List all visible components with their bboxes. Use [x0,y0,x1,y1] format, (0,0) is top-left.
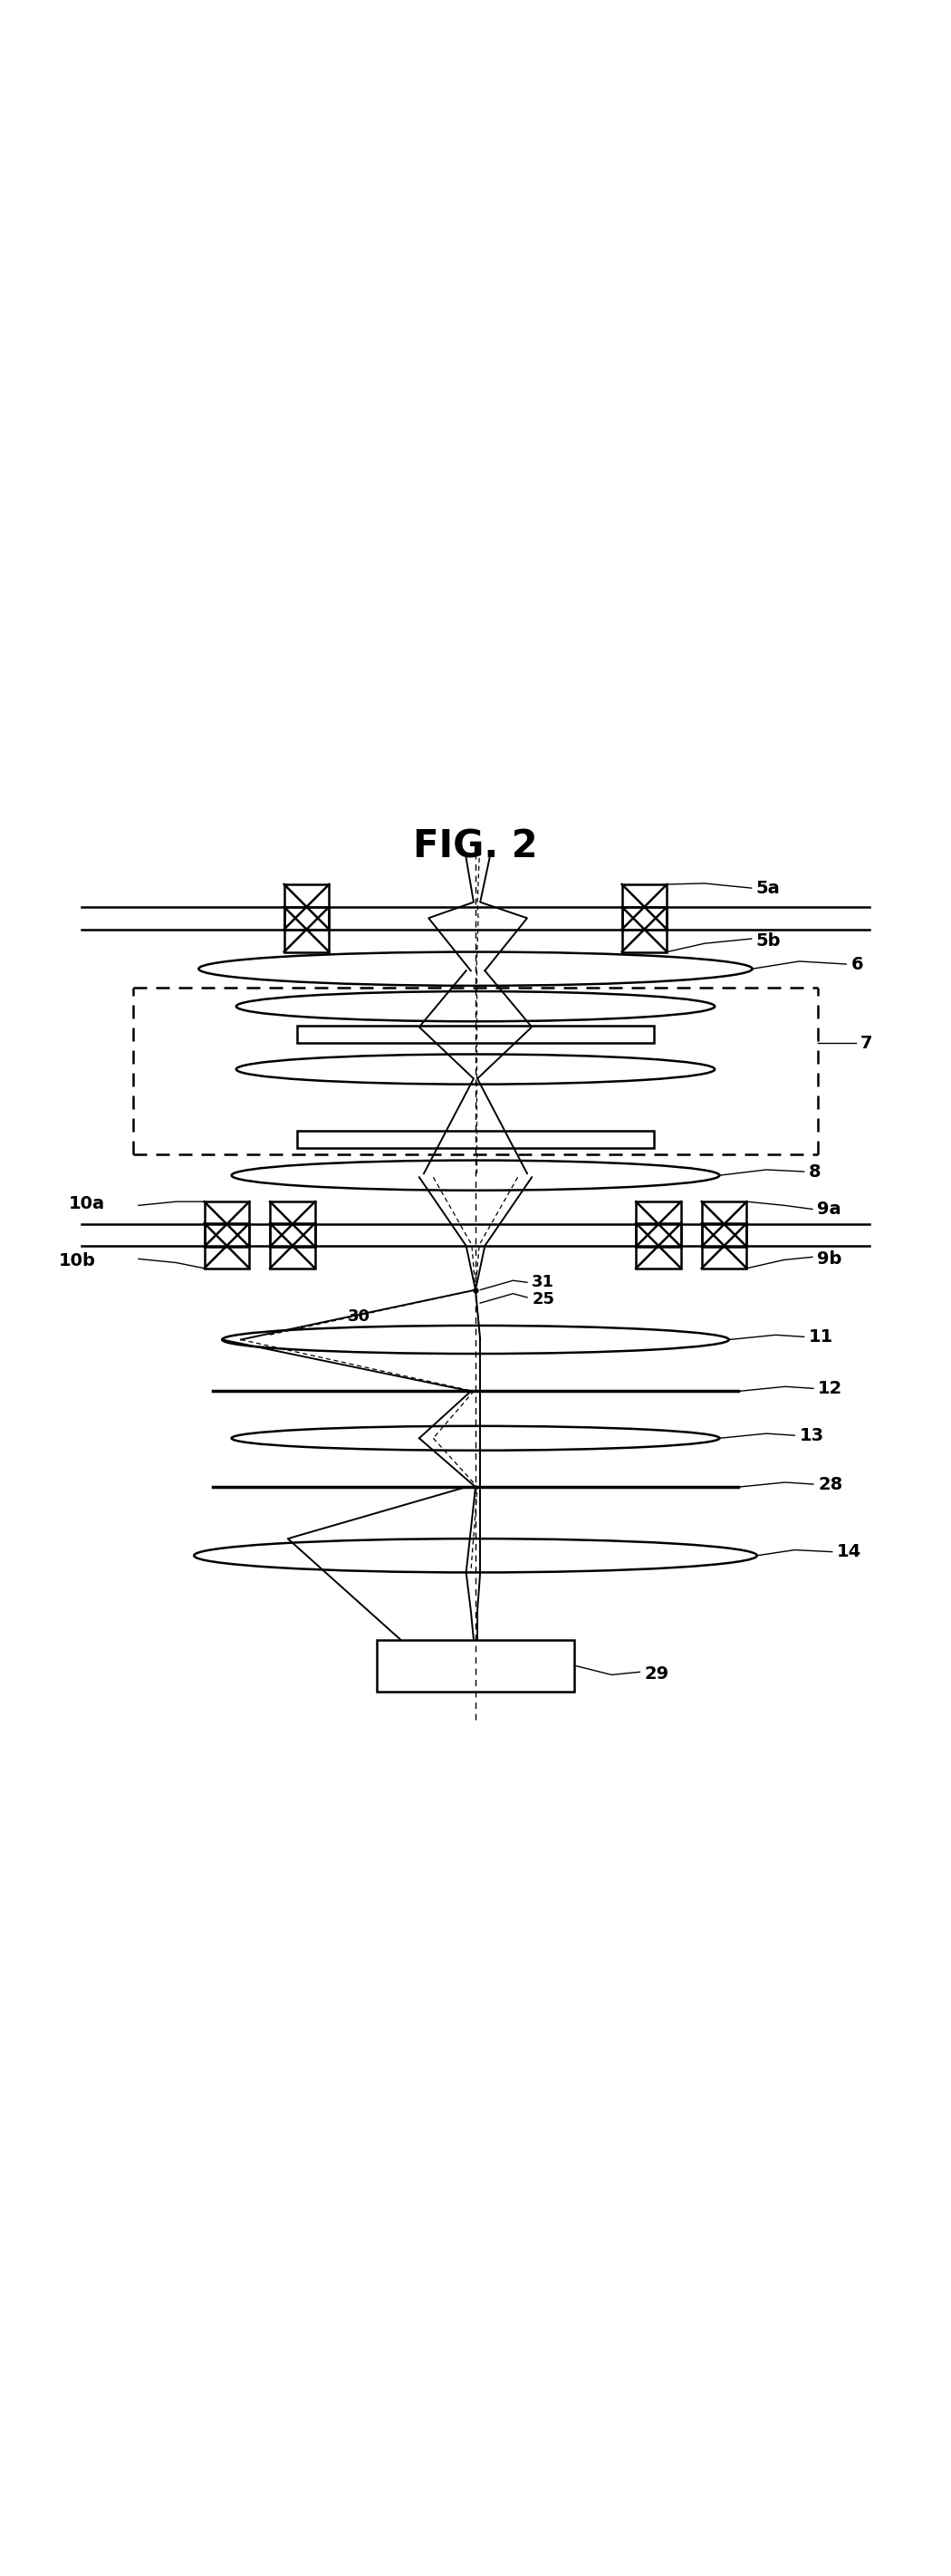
Text: 5b: 5b [756,933,781,948]
Text: 13: 13 [799,1427,824,1445]
Text: 7: 7 [861,1036,872,1051]
Text: 8: 8 [808,1162,821,1180]
Text: 10a: 10a [68,1195,105,1213]
Text: 25: 25 [532,1291,554,1309]
Text: FIG. 2: FIG. 2 [413,827,538,866]
Text: 6: 6 [851,956,864,974]
Text: 28: 28 [818,1476,843,1494]
Bar [298,1131,653,1149]
Text: 31: 31 [532,1275,554,1291]
Bar [622,884,667,930]
Bar [204,1224,249,1267]
Bar [636,1200,681,1247]
Bar [702,1200,747,1247]
Text: 29: 29 [645,1664,669,1682]
Text: 30: 30 [347,1309,370,1324]
Text: 12: 12 [818,1381,843,1396]
Bar [298,1025,653,1043]
Text: 5a: 5a [756,878,781,896]
Bar [622,907,667,953]
Bar [270,1200,315,1247]
Bar [204,1200,249,1247]
Bar [702,1224,747,1267]
Text: 14: 14 [837,1543,862,1561]
Bar [270,1224,315,1267]
Text: 9b: 9b [817,1249,842,1267]
Bar [636,1224,681,1267]
Text: 11: 11 [808,1329,833,1345]
Text: 10b: 10b [59,1252,96,1270]
Bar [284,907,329,953]
Bar [284,884,329,930]
Bar [377,1638,574,1692]
Text: 9a: 9a [817,1200,842,1218]
